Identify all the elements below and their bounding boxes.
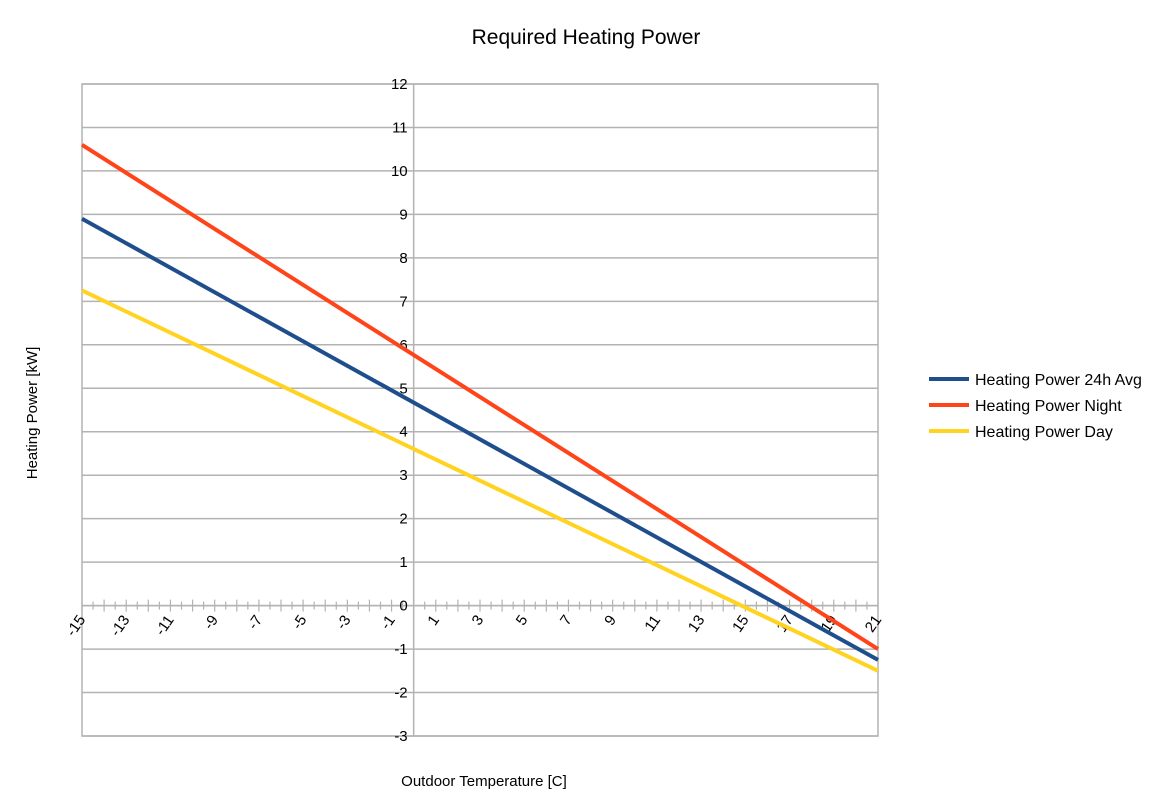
y-tick-label: 12 — [391, 76, 408, 93]
x-tick-label: 15 — [729, 612, 752, 635]
x-tick-label: 21 — [862, 612, 885, 635]
x-tick-label: -15 — [63, 612, 89, 640]
x-tick-label: 5 — [513, 612, 532, 629]
y-tick-label: 9 — [399, 206, 407, 223]
y-tick-label: 7 — [399, 293, 407, 310]
x-axis-title: Outdoor Temperature [C] — [401, 773, 567, 790]
plot-frame — [81, 83, 879, 737]
x-tick-label: -5 — [289, 612, 311, 633]
x-tick-label: 3 — [469, 612, 488, 629]
y-tick-label: 0 — [399, 598, 407, 615]
y-tick-label: -1 — [394, 641, 407, 658]
x-tick-label: 11 — [641, 612, 664, 635]
legend: Heating Power 24h Avg Heating Power Night… — [929, 372, 1142, 441]
x-tick-label: -11 — [152, 612, 178, 639]
y-tick-label: 4 — [399, 424, 407, 441]
legend-label: Heating Power 24h Avg — [975, 372, 1142, 389]
x-tick-label: -3 — [333, 612, 355, 633]
x-tick-label: -9 — [200, 612, 222, 633]
y-tick-label: 11 — [392, 119, 408, 136]
y-tick-label: 3 — [399, 467, 407, 484]
y-tick-label: 5 — [399, 380, 407, 397]
x-tick-label: 13 — [685, 612, 708, 635]
series-line — [81, 216, 879, 662]
x-tick-label: 9 — [601, 612, 620, 629]
y-tick-label: -2 — [394, 685, 407, 702]
x-tick-label: 1 — [424, 612, 443, 629]
y-tick-label: -3 — [394, 728, 407, 745]
y-tick-label: 2 — [399, 511, 407, 528]
y-tick-label: 10 — [391, 163, 408, 180]
y-tick-label: 6 — [399, 337, 407, 354]
chart-title: Required Heating Power — [472, 26, 701, 49]
x-tick-label: -1 — [377, 612, 399, 633]
x-tick-label: 7 — [557, 612, 576, 629]
y-tick-label: 8 — [399, 250, 407, 267]
x-tick-label: -13 — [107, 612, 133, 640]
legend-label: Heating Power Day — [975, 424, 1113, 441]
series-line — [81, 288, 879, 673]
legend-label: Heating Power Night — [975, 398, 1122, 415]
y-axis-title: Heating Power [kW] — [24, 347, 41, 480]
series-line — [80, 143, 880, 651]
y-tick-label: 1 — [399, 554, 407, 571]
x-tick-label: -7 — [245, 612, 267, 633]
